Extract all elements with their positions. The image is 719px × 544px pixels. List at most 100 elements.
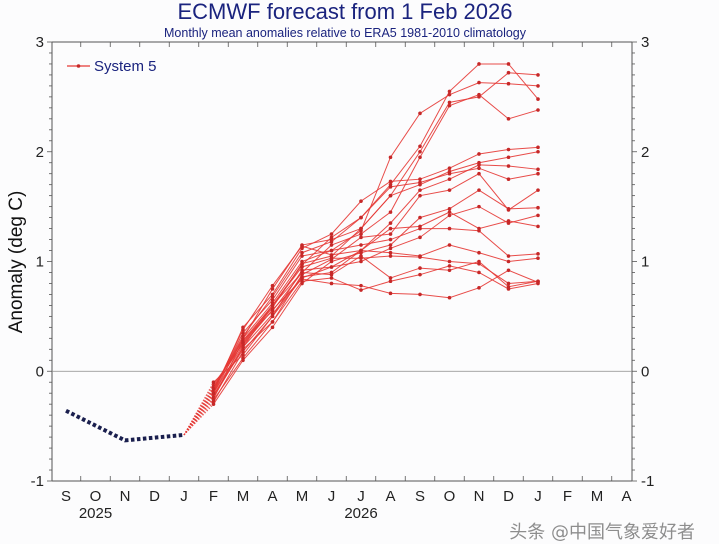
ensemble-point [300, 254, 304, 258]
x-month-label: A [267, 488, 277, 505]
ensemble-line [213, 244, 539, 398]
ensemble-line [213, 167, 539, 390]
ensemble-point [536, 167, 540, 172]
ensemble-point [447, 100, 452, 105]
ensemble-point [447, 92, 452, 97]
ensemble-point [418, 144, 422, 149]
ensemble-point [447, 226, 452, 231]
y-tick-label: 0 [36, 363, 44, 380]
ensemble-point [506, 268, 511, 273]
ensemble-point [477, 171, 481, 176]
ensemble-point [329, 253, 334, 257]
ensemble-point [329, 272, 334, 277]
ensemble-point [388, 237, 393, 242]
ensemble-point [447, 166, 452, 171]
y-tick-label: 2 [36, 144, 44, 161]
ensemble-point [536, 256, 540, 261]
y-tick-label: -1 [31, 473, 44, 490]
ensemble-point [418, 266, 422, 270]
ensemble-point [211, 402, 216, 406]
ensemble-point [506, 155, 511, 160]
x-month-label: M [296, 488, 309, 505]
ensemble-point [477, 166, 481, 171]
ensemble-point [359, 248, 363, 253]
x-month-label: S [61, 488, 71, 505]
ensemble-point [536, 279, 540, 284]
ensemble-point [418, 155, 422, 160]
ensemble-point [418, 111, 422, 116]
observed-line [65, 408, 185, 443]
ensemble-point [388, 221, 393, 225]
ensemble-member [183, 171, 540, 436]
ensemble-point [329, 243, 334, 247]
ensemble-point [477, 250, 481, 255]
ensemble-member [183, 166, 540, 436]
x-month-label: M [591, 488, 604, 505]
ensemble-line [213, 63, 539, 396]
ensemble-point [211, 391, 216, 396]
ensemble-point [329, 281, 334, 286]
ensemble-member [183, 149, 540, 436]
watermark: 头条 @中国气象爱好者 [509, 522, 695, 543]
ensemble-point [388, 210, 393, 214]
ensemble-point [536, 205, 540, 210]
x-month-label: S [415, 488, 425, 505]
ensemble-connector [183, 392, 214, 436]
ensemble-point [300, 270, 304, 275]
legend-marker-swatch [76, 64, 81, 68]
ensemble-point [211, 397, 216, 402]
y-tick-label-right: -1 [641, 473, 654, 490]
ensemble-point [447, 171, 452, 176]
ensemble-point [241, 356, 245, 360]
ensemble-point [300, 250, 304, 255]
ensemble-point [270, 303, 275, 308]
ensemble-point [447, 210, 452, 214]
x-month-label: J [180, 488, 188, 505]
ensemble-point [477, 163, 481, 167]
ensemble-member [183, 204, 540, 436]
ensemble-point [477, 92, 481, 97]
ensemble-point [477, 188, 481, 192]
ensemble-line [213, 173, 539, 396]
ensemble-member [183, 188, 540, 436]
ensemble-point [329, 276, 334, 280]
ensemble-point [536, 171, 540, 176]
ensemble-point [211, 380, 216, 385]
x-month-label: F [563, 488, 572, 505]
x-month-label: A [385, 488, 395, 505]
ensemble-point [241, 352, 245, 357]
ensemble-point [447, 207, 452, 211]
ensemble-point [418, 193, 422, 198]
ensemble-member [183, 92, 540, 436]
ensemble-line [213, 206, 539, 383]
ensemble-point [388, 193, 393, 198]
ensemble-line [213, 255, 539, 390]
ensemble-connector [183, 386, 214, 436]
ensemble-point [418, 215, 422, 220]
ensemble-point [418, 149, 422, 154]
ensemble-point [506, 221, 511, 225]
x-month-label: J [357, 488, 365, 505]
ensemble-point [300, 265, 304, 269]
x-month-label: N [474, 488, 485, 505]
ensemble-point [359, 226, 363, 231]
ensemble-point [418, 180, 422, 185]
x-month-label: J [328, 488, 336, 505]
ensemble-point [359, 288, 363, 292]
ensemble-line [213, 189, 539, 405]
ensemble-point [329, 239, 334, 244]
x-month-label: A [621, 488, 631, 505]
ensemble-point [300, 259, 304, 264]
ensemble-point [388, 276, 393, 280]
ensemble-line [213, 228, 539, 394]
ensemble-point [477, 62, 481, 66]
x-year-label: 2026 [344, 505, 377, 522]
y-tick-label-right: 1 [641, 254, 649, 271]
ensemble-point [447, 89, 452, 94]
ensemble-point [329, 259, 334, 264]
ensemble-point [477, 80, 481, 85]
ensemble-point [270, 294, 275, 299]
y-tick-label: 3 [36, 34, 44, 51]
